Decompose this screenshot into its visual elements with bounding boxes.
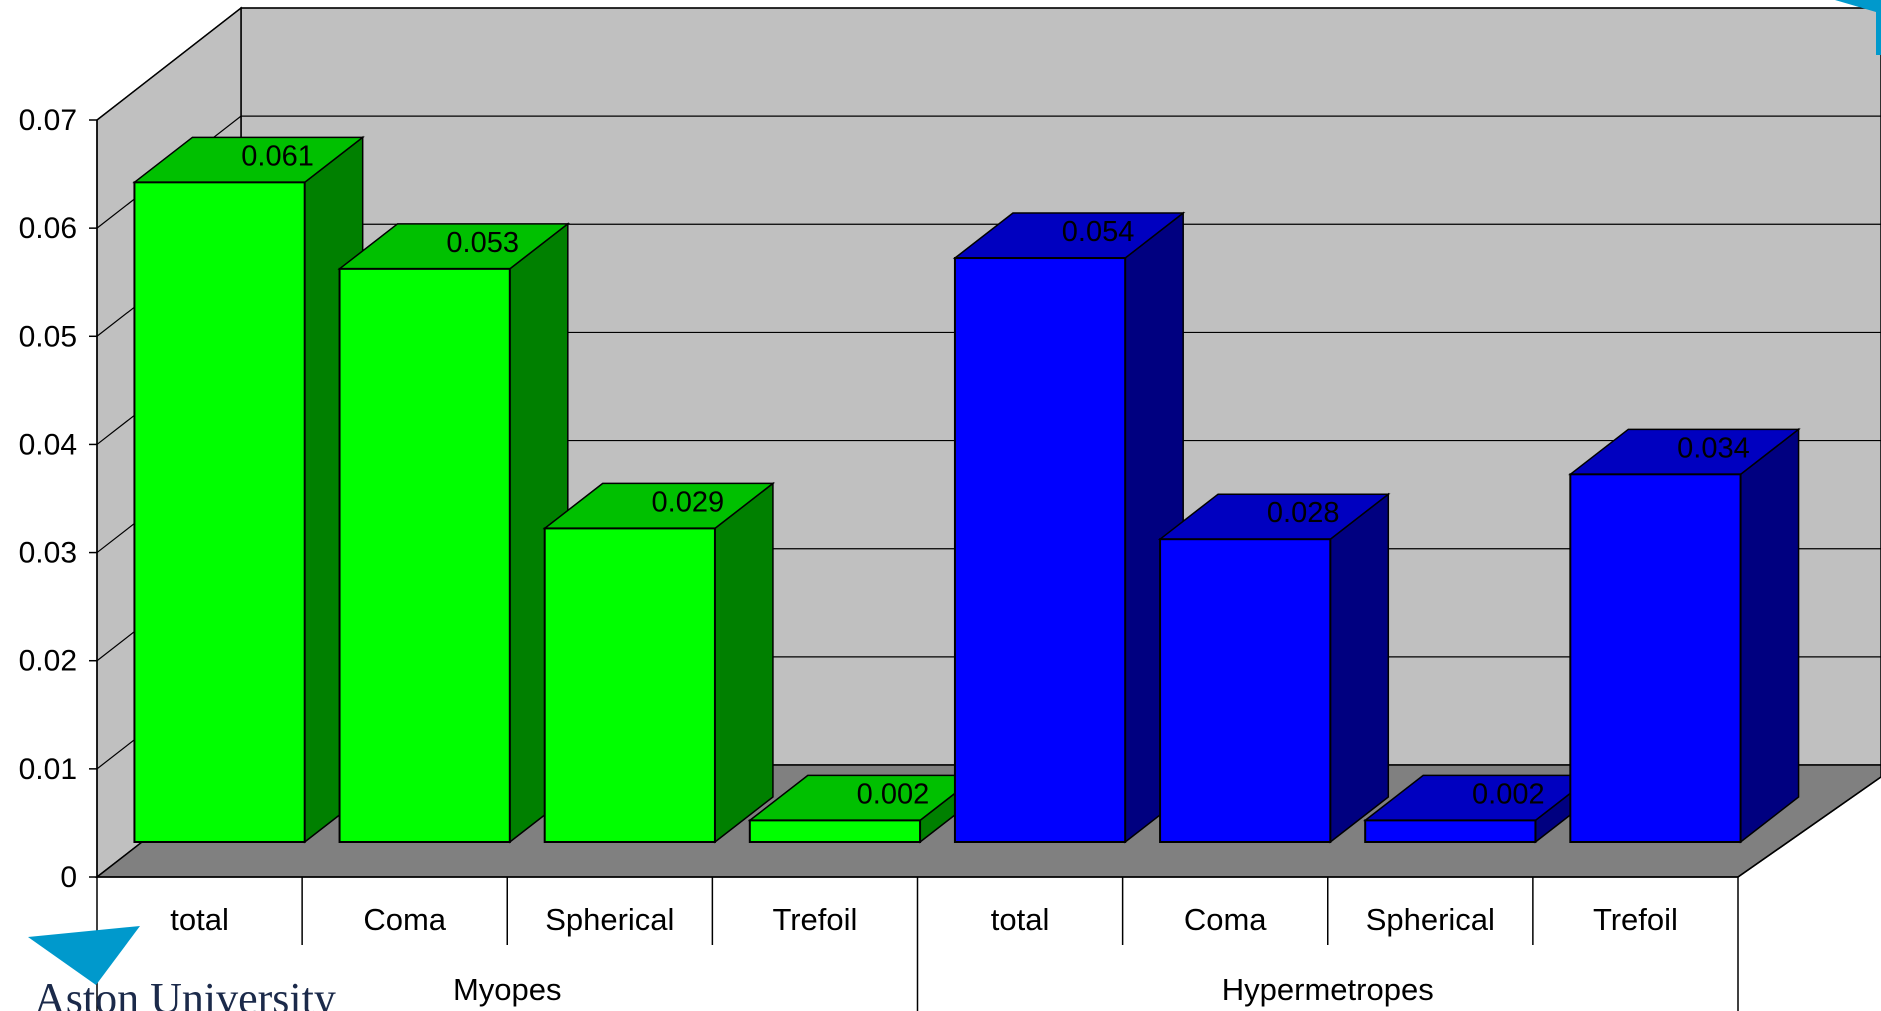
bar [132,135,365,844]
bars [132,135,1801,844]
data-label: 0.054 [1062,216,1135,248]
corner-decoration-icon [1835,0,1881,55]
bar-side [1329,492,1390,844]
logo-text: Aston University [34,974,336,1011]
bar-side [1739,427,1800,844]
x-category-label: Coma [1184,902,1267,937]
x-category-label: Spherical [545,902,674,937]
logo-triangle-icon [28,926,140,985]
data-label: 0.002 [857,778,930,810]
bar-front [748,819,922,843]
data-label: 0.061 [241,140,314,172]
bar-front [133,181,306,844]
x-category-label: total [991,902,1050,937]
bar [747,773,981,844]
y-tick-label: 0.05 [19,320,77,353]
bar-front [1159,538,1332,843]
bar [1157,492,1391,844]
bar [337,222,571,844]
bar-front [543,527,716,844]
bar-front [1569,473,1742,843]
y-tick-label: 0.01 [19,753,77,786]
data-label: 0.053 [446,227,519,259]
data-label: 0.028 [1267,497,1340,529]
y-tick-label: 0.04 [19,428,77,461]
data-label: 0.002 [1472,778,1545,810]
x-category-label: Spherical [1366,902,1495,937]
y-tick-label: 0.07 [19,104,77,137]
x-group-label: Hypermetropes [1222,972,1434,1007]
gridline [96,7,1881,121]
aston-university-logo: Aston University [28,926,336,1011]
y-tick-label: 0.03 [19,537,77,570]
bar-side [714,481,774,844]
x-axis-table: total Coma Spherical Trefoil Myopes total Coma… [96,776,1881,1011]
y-tick-label: 0.02 [19,645,77,678]
x-group-label: Myopes [453,972,562,1007]
data-label: 0.034 [1677,432,1750,464]
x-category-label: Coma [363,902,446,937]
data-label: 0.029 [652,486,725,518]
floor-edge [1737,776,1881,878]
y-axis: 0 0.01 0.02 0.03 0.04 0.05 0.06 0.07 [19,104,98,894]
bar [1568,427,1801,844]
x-category-label: Trefoil [772,902,857,937]
y-tick-label: 0 [60,861,77,894]
bar-front [338,267,511,844]
data-labels: 0.061 0.053 0.029 0.002 0.054 0.028 0.002 0.034 [241,140,1749,810]
x-category-label: total [170,902,229,937]
bar [952,211,1186,844]
y-tick-label: 0.06 [19,212,77,245]
bar [542,481,776,844]
bar-front [953,257,1127,843]
x-category-label: Trefoil [1593,902,1678,937]
bar-front [1364,819,1537,843]
